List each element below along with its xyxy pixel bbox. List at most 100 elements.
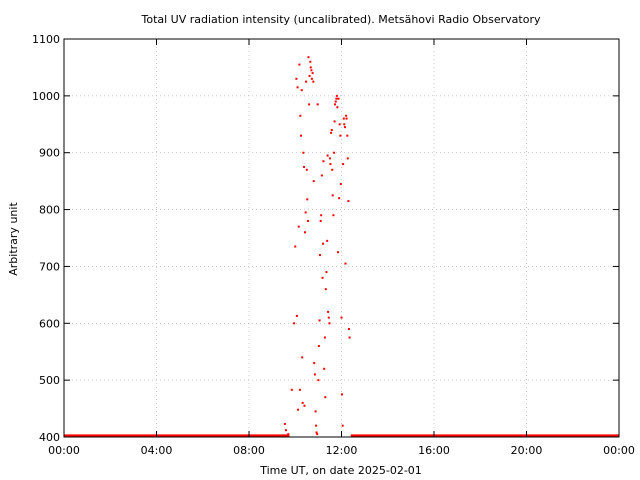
x-tick-label: 16:00 [418,444,450,457]
data-point [347,327,350,330]
data-point [305,80,308,83]
data-point [310,69,313,72]
data-point [335,97,338,100]
data-point [333,120,336,123]
data-point [314,410,317,413]
data-point [335,94,338,97]
y-tick-label: 500 [39,374,60,387]
data-point [290,388,293,391]
x-tick-label: 12:00 [326,444,358,457]
data-point [329,163,332,166]
y-tick-labels: 400 500 600 700 800 900 1000 1100 [32,33,60,444]
data-point [297,225,300,228]
axis-ticks [63,38,620,438]
data-point [316,103,319,106]
data-point [324,288,327,291]
x-tick-labels: 00:00 04:00 08:00 12:00 16:00 20:00 00:00 [48,444,635,457]
data-point [318,319,321,322]
data-point [321,276,324,279]
data-point [298,388,301,391]
data-point [339,182,342,185]
data-point [331,168,334,171]
data-point [340,393,343,396]
data-point [309,60,312,63]
data-point [334,103,337,106]
data-point [344,262,347,265]
data-point [338,123,341,126]
data-point [301,356,304,359]
data-point [300,134,303,137]
data-point [346,134,349,137]
data-point [300,89,303,92]
data-point [324,396,327,399]
data-point [317,345,320,348]
data-point [308,103,311,106]
data-point [327,310,330,313]
y-tick-label: 1100 [32,33,60,46]
data-point [326,239,329,242]
data-point [313,373,316,376]
data-point [303,404,306,407]
data-point [297,408,300,411]
data-point [303,165,306,168]
data-point [308,74,311,77]
y-axis-label: Arbitrary unit [7,202,20,276]
data-point [316,433,319,436]
data-point [285,429,287,432]
data-point [323,367,326,370]
data-point [326,154,329,157]
data-point [341,424,344,427]
data-point [330,128,333,131]
data-point [315,424,318,427]
chart-title: Total UV radiation intensity (uncalibrat… [141,13,541,26]
data-point [328,322,331,325]
data-point [306,219,309,222]
data-point [330,131,333,134]
data-point [295,77,298,80]
data-point [343,126,346,129]
y-tick-label: 900 [39,147,60,160]
data-point [337,97,340,100]
data-point [348,336,351,339]
data-point [299,114,302,117]
data-point [318,254,321,257]
data-point [293,322,296,325]
data-point [325,271,328,274]
data-point [302,151,305,154]
data-point [309,66,312,69]
grid-lines [64,39,619,437]
data-point [337,251,340,254]
data-point [320,174,323,177]
data-point [315,431,318,434]
x-tick-label: 20:00 [511,444,543,457]
data-point [333,151,336,154]
data-point [301,401,304,404]
data-point [317,379,320,382]
data-point [345,117,348,120]
data-point [332,214,335,217]
data-point [320,214,323,217]
data-point [296,86,299,89]
data-point [305,168,308,171]
x-tick-label: 04:00 [141,444,173,457]
data-point [343,123,346,126]
y-tick-label: 700 [39,260,60,273]
data-points [64,56,619,438]
data-point [336,106,339,109]
data-point [294,245,297,248]
data-point [347,200,350,203]
data-point [323,336,326,339]
data-point [295,314,298,317]
data-point [322,160,325,163]
data-point [287,433,290,436]
data-point [338,197,341,200]
data-point [327,316,330,319]
data-point [313,362,316,365]
x-tick-label: 08:00 [233,444,265,457]
data-point [312,180,315,183]
data-point [342,163,345,166]
data-point [345,114,348,117]
y-tick-label: 400 [39,431,60,444]
